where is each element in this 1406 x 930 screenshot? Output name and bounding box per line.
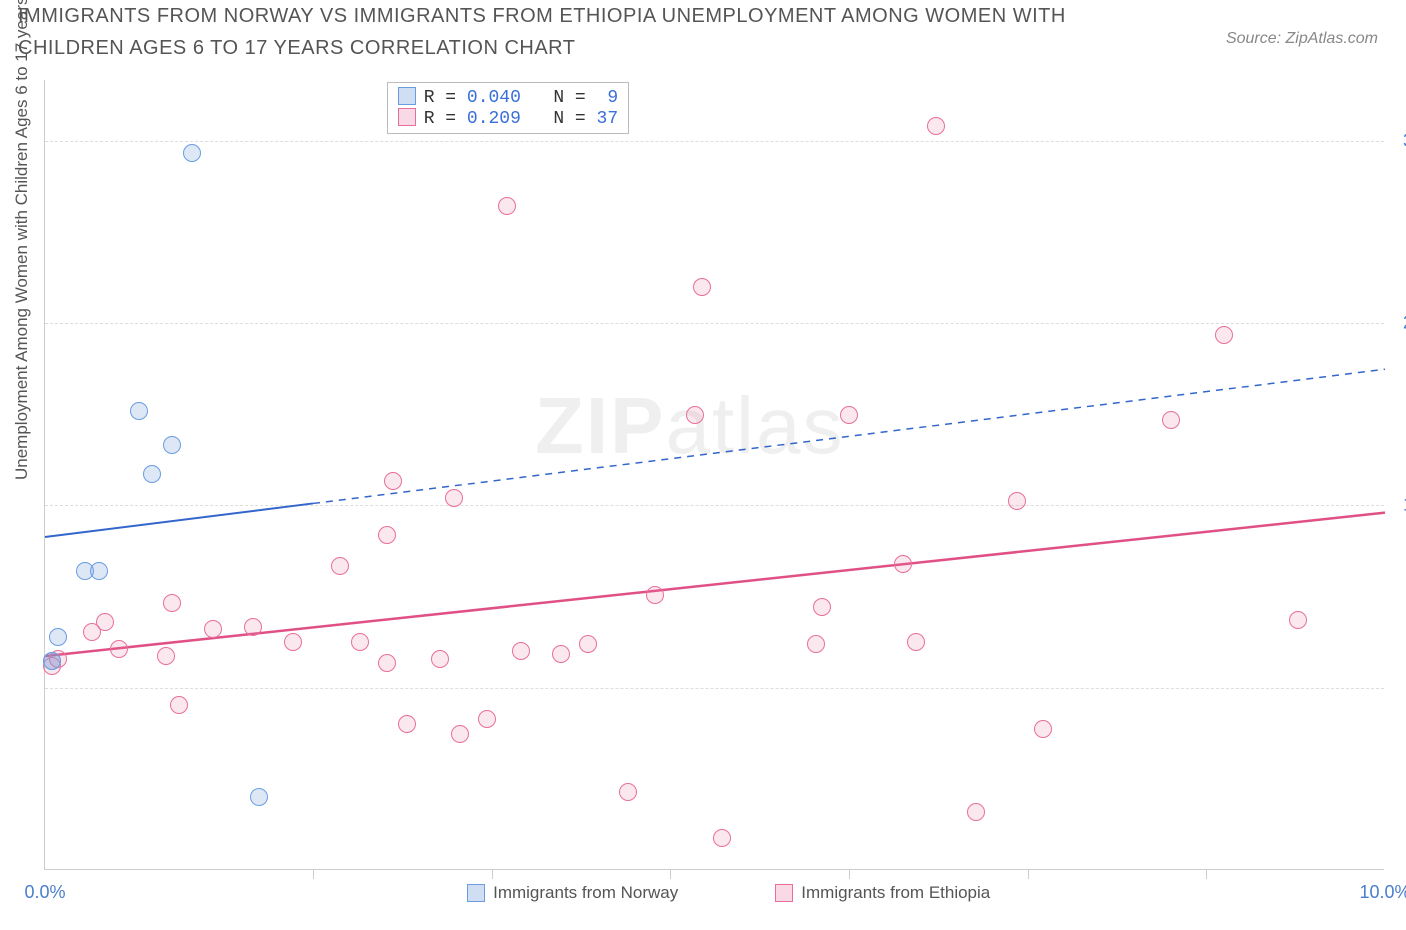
legend-row: R = 0.040 N = 9 [398, 87, 618, 108]
data-point-ethiopia [1008, 492, 1026, 510]
data-point-ethiopia [512, 642, 530, 660]
x-tick-minor [1028, 869, 1029, 879]
data-point-ethiopia [331, 557, 349, 575]
data-point-ethiopia [686, 406, 704, 424]
data-point-norway [43, 652, 61, 670]
scatter-plot-area: ZIPatlas 7.5%15.0%22.5%30.0%0.0%10.0%R =… [44, 80, 1384, 870]
data-point-ethiopia [244, 618, 262, 636]
chart-title: IMMIGRANTS FROM NORWAY VS IMMIGRANTS FRO… [18, 0, 1118, 64]
y-tick-label: 7.5% [1394, 677, 1406, 698]
data-point-ethiopia [378, 526, 396, 544]
legend-label: Immigrants from Norway [493, 883, 678, 903]
legend-swatch-icon [467, 884, 485, 902]
legend-row: R = 0.209 N = 37 [398, 108, 618, 129]
y-axis-label: Unemployment Among Women with Children A… [12, 0, 32, 480]
y-tick-label: 22.5% [1394, 313, 1406, 334]
legend-label: Immigrants from Ethiopia [801, 883, 990, 903]
x-tick-minor [492, 869, 493, 879]
source-attribution: Source: ZipAtlas.com [1226, 30, 1378, 48]
data-point-ethiopia [351, 633, 369, 651]
data-point-ethiopia [907, 633, 925, 651]
data-point-ethiopia [451, 725, 469, 743]
data-point-ethiopia [579, 635, 597, 653]
x-tick-label: 0.0% [24, 882, 65, 903]
source-name: ZipAtlas.com [1286, 30, 1378, 47]
data-point-ethiopia [646, 586, 664, 604]
data-point-ethiopia [498, 197, 516, 215]
data-point-ethiopia [96, 613, 114, 631]
data-point-ethiopia [967, 803, 985, 821]
data-point-norway [49, 628, 67, 646]
data-point-ethiopia [1215, 326, 1233, 344]
data-point-norway [250, 788, 268, 806]
legend-swatch-norway [398, 87, 416, 105]
data-point-ethiopia [284, 633, 302, 651]
data-point-ethiopia [1034, 720, 1052, 738]
y-tick-label: 30.0% [1394, 130, 1406, 151]
data-point-ethiopia [693, 278, 711, 296]
data-point-ethiopia [431, 650, 449, 668]
data-point-ethiopia [445, 489, 463, 507]
x-tick-label: 10.0% [1359, 882, 1406, 903]
data-point-ethiopia [378, 654, 396, 672]
data-point-ethiopia [478, 710, 496, 728]
data-point-ethiopia [807, 635, 825, 653]
data-point-ethiopia [1162, 411, 1180, 429]
data-point-ethiopia [170, 696, 188, 714]
data-point-ethiopia [384, 472, 402, 490]
data-point-ethiopia [398, 715, 416, 733]
data-point-ethiopia [713, 829, 731, 847]
data-point-norway [143, 465, 161, 483]
x-tick-minor [313, 869, 314, 879]
legend-swatch-ethiopia [398, 108, 416, 126]
x-tick-minor [670, 869, 671, 879]
data-point-norway [183, 144, 201, 162]
trend-line [45, 80, 1385, 870]
data-point-ethiopia [813, 598, 831, 616]
data-point-ethiopia [163, 594, 181, 612]
legend-item-norway: Immigrants from Norway [467, 883, 678, 903]
x-tick-minor [849, 869, 850, 879]
data-point-norway [163, 436, 181, 454]
data-point-ethiopia [840, 406, 858, 424]
data-point-ethiopia [1289, 611, 1307, 629]
data-point-ethiopia [927, 117, 945, 135]
x-tick-minor [1206, 869, 1207, 879]
data-point-ethiopia [157, 647, 175, 665]
data-point-ethiopia [552, 645, 570, 663]
data-point-ethiopia [619, 783, 637, 801]
data-point-norway [90, 562, 108, 580]
y-tick-label: 15.0% [1394, 495, 1406, 516]
data-point-ethiopia [110, 640, 128, 658]
legend-item-ethiopia: Immigrants from Ethiopia [775, 883, 990, 903]
data-point-ethiopia [894, 555, 912, 573]
data-point-ethiopia [204, 620, 222, 638]
correlation-legend: R = 0.040 N = 9R = 0.209 N = 37 [387, 82, 629, 134]
source-prefix: Source: [1226, 30, 1286, 47]
data-point-norway [130, 402, 148, 420]
legend-swatch-icon [775, 884, 793, 902]
